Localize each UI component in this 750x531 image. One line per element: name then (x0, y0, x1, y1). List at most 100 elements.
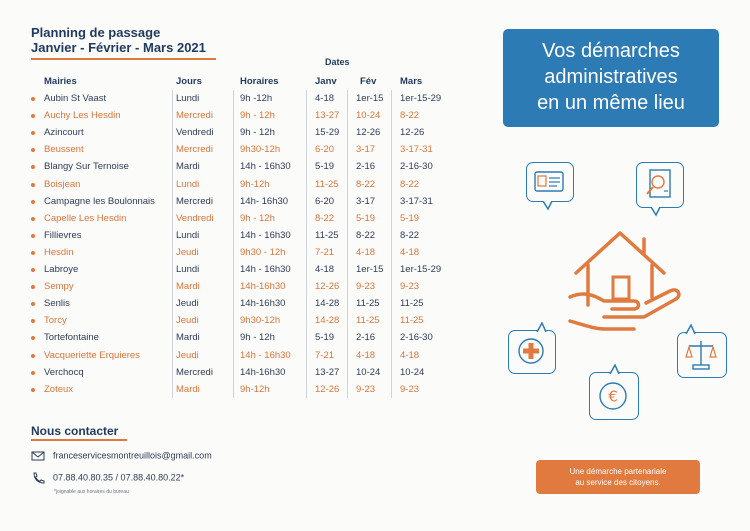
bubble-tail (609, 364, 620, 374)
banner-line-3: en un même lieu (537, 92, 685, 114)
bubble-tail (542, 201, 553, 211)
table-row: Hesdin Jeudi 9h30 - 12h 7-21 4-18 4-18 (0, 244, 470, 261)
health-cross-icon (518, 338, 544, 364)
tagline-line-2: au service des citoyens. (575, 478, 661, 487)
bubble-tail (536, 322, 547, 332)
jour-cell: Lundi (176, 178, 200, 190)
health-bubble (508, 330, 556, 374)
bullet-icon (31, 165, 35, 170)
jour-cell: Mercredi (176, 366, 213, 378)
header-mairies: Mairies (44, 76, 77, 87)
fev-cell: 2-16 (356, 161, 376, 173)
table-row: Zoteux Mardi 9h-12h 12-26 9-23 9-23 (0, 381, 470, 398)
horaires-cell: 14h- 16h30 (240, 195, 289, 207)
bullet-icon (31, 114, 35, 119)
bullet-icon (31, 268, 35, 272)
mairie-cell: Vacqueriette Erquieres (44, 349, 140, 361)
bullet-icon (31, 182, 35, 187)
mairie-cell: Aubin St Vaast (44, 93, 107, 104)
horaires-cell: 9h - 12h (240, 212, 275, 224)
fev-cell: 10-24 (356, 110, 381, 122)
jour-cell: Vendredi (176, 127, 214, 139)
mairie-cell: Verchocq (44, 366, 84, 378)
id-card-icon (534, 171, 564, 192)
mairie-cell: Sempy (44, 281, 74, 293)
janv-cell: 5-19 (315, 161, 335, 173)
table-row: Beussent Mercredi 9h30-12h 6-20 3-17 3-17-31 (0, 141, 470, 158)
janv-cell: 4-18 (315, 264, 335, 275)
table-row: Verchocq Mercredi 14h-16h30 13-27 10-24 10-24 (0, 364, 470, 381)
janv-cell: 14-28 (315, 315, 340, 327)
mars-cell: 1er-15-29 (400, 264, 442, 275)
header-janv: Janv (315, 76, 337, 87)
janv-cell: 12-26 (315, 383, 340, 395)
table-row: Labroye Lundi 14h - 16h30 4-18 1er-15 1er-15-… (0, 261, 470, 278)
id-card-bubble (526, 162, 574, 202)
janv-cell: 12-26 (315, 281, 340, 293)
title-line-2: Janvier - Février - Mars 2021 (31, 40, 206, 55)
bullet-icon (31, 302, 35, 307)
email-row: franceservicesmontreuillois@gmail.com (31, 450, 212, 462)
mars-cell: 1er-15-29 (400, 93, 442, 104)
fev-cell: 8-22 (356, 178, 376, 190)
table-row: Boisjean Lundi 9h-12h 11-25 8-22 8-22 (0, 176, 470, 193)
mars-cell: 3-17-31 (400, 195, 433, 207)
mars-cell: 9-23 (400, 383, 420, 395)
fev-cell: 9-23 (356, 383, 376, 395)
services-panel: Vos démarches administratives en un même… (470, 0, 750, 531)
contact-title: Nous contacter (31, 424, 119, 438)
jour-cell: Lundi (176, 93, 200, 104)
euro-coin-icon: € (599, 382, 627, 410)
banner-line-1: Vos démarches (542, 40, 680, 62)
janv-cell: 6-20 (315, 144, 335, 156)
horaires-cell: 14h - 16h30 (240, 349, 291, 361)
bullet-icon (31, 319, 35, 324)
table-row: Capelle Les Hesdin Vendredi 9h - 12h 8-22 5-… (0, 210, 470, 227)
mairie-cell: Hesdin (44, 246, 74, 258)
mars-cell: 5-19 (400, 212, 420, 224)
justice-scale-icon (685, 341, 717, 370)
horaires-cell: 9h30-12h (240, 144, 281, 156)
fev-cell: 3-17 (356, 195, 376, 207)
mairie-cell: Torcy (44, 315, 67, 327)
horaires-cell: 9h -12h (240, 93, 273, 104)
mars-cell: 8-22 (400, 110, 420, 122)
bullet-icon (31, 250, 35, 255)
jour-cell: Mardi (176, 383, 200, 395)
jour-cell: Mercredi (176, 110, 213, 122)
fev-cell: 12-26 (356, 127, 381, 139)
mars-cell: 8-22 (400, 229, 420, 241)
fev-cell: 5-19 (356, 212, 376, 224)
title-line-1: Planning de passage (31, 25, 161, 40)
schedule-title: Planning de passage Janvier - Février - … (31, 25, 206, 55)
headline-banner: Vos démarches administratives en un même… (503, 29, 719, 127)
dates-header: Dates (325, 57, 350, 67)
horaires-cell: 9h-12h (240, 178, 270, 190)
horaires-cell: 9h - 12h (240, 127, 275, 139)
header-mars: Mars (400, 76, 423, 87)
bullet-icon (31, 285, 35, 290)
jour-cell: Mercredi (176, 195, 213, 207)
tagline-line-1: Une démarche partenariale (569, 467, 667, 476)
jour-cell: Mardi (176, 161, 200, 173)
janv-cell: 5-19 (315, 332, 335, 344)
mars-cell: 12-26 (400, 127, 425, 139)
table-row: Tortefontaine Mardi 9h - 12h 5-19 2-16 2-16-3… (0, 329, 470, 346)
svg-text:€: € (608, 388, 618, 406)
horaires-cell: 9h - 12h (240, 110, 275, 122)
jour-cell: Jeudi (176, 315, 199, 327)
table-row: Sempy Mardi 14h-16h30 12-26 9-23 9-23 (0, 278, 470, 295)
column-divider (391, 90, 392, 398)
bullet-icon (31, 199, 35, 204)
phone-numbers[interactable]: 07.88.40.80.35 / 07.88.40.80.22* (53, 472, 185, 483)
fev-cell: 4-18 (356, 246, 376, 258)
bullet-icon (31, 131, 35, 136)
phone-footnote: *joignable aux horaires du bureau (54, 489, 129, 495)
fev-cell: 1er-15 (356, 93, 384, 104)
mairie-cell: Tortefontaine (44, 332, 99, 344)
table-row: Vacqueriette Erquieres Jeudi 14h - 16h30 7-… (0, 347, 470, 364)
mars-cell: 4-18 (400, 246, 420, 258)
phone-row: 07.88.40.80.35 / 07.88.40.80.22* (31, 472, 184, 484)
email-link[interactable]: franceservicesmontreuillois@gmail.com (53, 450, 212, 461)
bullet-icon (31, 387, 35, 392)
